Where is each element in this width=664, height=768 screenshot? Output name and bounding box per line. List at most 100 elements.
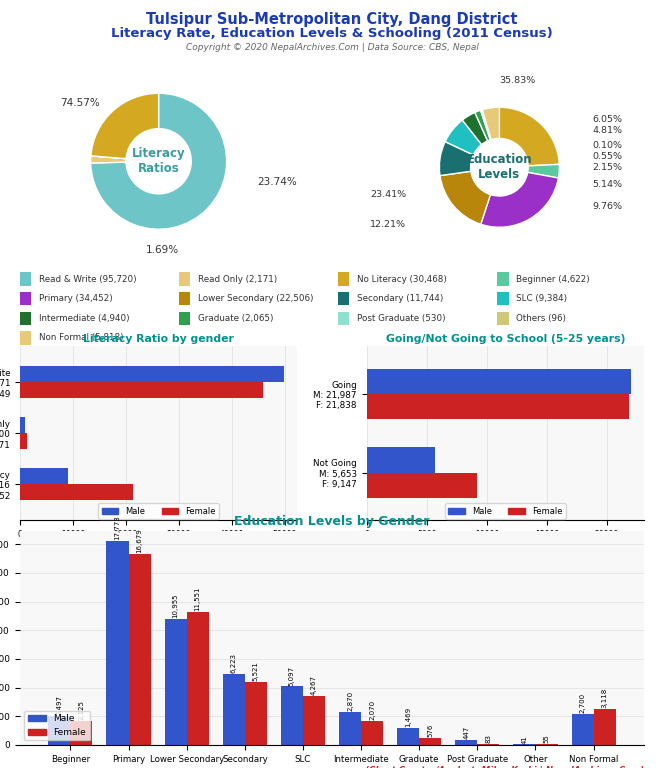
Text: 16,679: 16,679 bbox=[137, 528, 143, 553]
Text: No Literacy (30,468): No Literacy (30,468) bbox=[357, 275, 447, 283]
Wedge shape bbox=[445, 120, 481, 155]
Bar bbox=[594, 709, 616, 745]
Text: Secondary (11,744): Secondary (11,744) bbox=[357, 294, 444, 303]
Text: Literacy
Ratios: Literacy Ratios bbox=[132, 147, 185, 175]
Bar bbox=[106, 541, 129, 745]
Bar bbox=[367, 447, 435, 472]
Text: 23.74%: 23.74% bbox=[257, 177, 297, 187]
Bar bbox=[179, 312, 191, 325]
Text: 11,551: 11,551 bbox=[195, 587, 201, 611]
Bar bbox=[20, 468, 68, 484]
Text: 74.57%: 74.57% bbox=[60, 98, 100, 108]
Bar bbox=[48, 717, 70, 745]
Bar bbox=[129, 554, 151, 745]
Bar bbox=[20, 312, 31, 325]
Bar bbox=[179, 273, 191, 286]
Text: Primary (34,452): Primary (34,452) bbox=[39, 294, 112, 303]
Text: Intermediate (4,940): Intermediate (4,940) bbox=[39, 314, 129, 323]
Bar bbox=[497, 273, 509, 286]
Legend: Male, Female: Male, Female bbox=[98, 504, 219, 519]
Text: Read & Write (95,720): Read & Write (95,720) bbox=[39, 275, 136, 283]
Text: 2,070: 2,070 bbox=[369, 700, 375, 720]
Bar bbox=[222, 674, 245, 745]
Text: 2,125: 2,125 bbox=[78, 700, 84, 720]
Text: (Chart Creator/Analyst: Milan Karki | NepalArchives.Com): (Chart Creator/Analyst: Milan Karki | Ne… bbox=[365, 766, 644, 768]
Text: 0.55%: 0.55% bbox=[592, 152, 622, 161]
Text: Graduate (2,065): Graduate (2,065) bbox=[198, 314, 274, 323]
Bar bbox=[20, 292, 31, 306]
Text: 2,870: 2,870 bbox=[347, 691, 353, 711]
Text: 6.05%: 6.05% bbox=[592, 114, 622, 124]
Bar bbox=[339, 712, 361, 745]
Bar bbox=[338, 312, 349, 325]
Wedge shape bbox=[91, 93, 226, 229]
Bar bbox=[165, 619, 187, 745]
Bar bbox=[338, 273, 349, 286]
Bar bbox=[367, 369, 631, 394]
Bar bbox=[20, 417, 25, 433]
Text: 23.41%: 23.41% bbox=[371, 190, 406, 199]
Text: 4,267: 4,267 bbox=[311, 675, 317, 695]
Text: 12.21%: 12.21% bbox=[371, 220, 406, 229]
Text: 1.69%: 1.69% bbox=[145, 244, 179, 255]
Wedge shape bbox=[462, 112, 487, 144]
Text: 447: 447 bbox=[463, 726, 469, 739]
Text: Education
Levels: Education Levels bbox=[467, 154, 532, 181]
Bar bbox=[20, 366, 284, 382]
Bar bbox=[497, 292, 509, 306]
Bar bbox=[70, 720, 92, 745]
Bar bbox=[477, 744, 499, 745]
Text: 2,700: 2,700 bbox=[580, 693, 586, 713]
Text: Others (96): Others (96) bbox=[516, 314, 566, 323]
Text: Beginner (4,622): Beginner (4,622) bbox=[516, 275, 590, 283]
Wedge shape bbox=[91, 156, 126, 159]
Wedge shape bbox=[440, 141, 473, 176]
Bar bbox=[572, 714, 594, 745]
Text: 35.83%: 35.83% bbox=[499, 76, 535, 84]
Bar bbox=[367, 472, 477, 498]
Bar bbox=[187, 612, 208, 745]
Wedge shape bbox=[481, 110, 491, 140]
Legend: Male, Female: Male, Female bbox=[25, 710, 90, 740]
Bar bbox=[281, 687, 303, 745]
Text: 0.10%: 0.10% bbox=[592, 141, 622, 150]
Bar bbox=[20, 382, 263, 399]
Text: Non Formal (5,818): Non Formal (5,818) bbox=[39, 333, 124, 343]
Text: 17,773: 17,773 bbox=[114, 515, 120, 540]
Wedge shape bbox=[481, 172, 558, 227]
Bar bbox=[361, 721, 383, 745]
Text: SLC (9,384): SLC (9,384) bbox=[516, 294, 567, 303]
Bar bbox=[338, 292, 349, 306]
Bar bbox=[20, 273, 31, 286]
Title: Literacy Ratio by gender: Literacy Ratio by gender bbox=[83, 334, 234, 344]
Bar bbox=[367, 394, 629, 419]
Text: Lower Secondary (22,506): Lower Secondary (22,506) bbox=[198, 294, 313, 303]
Text: Tulsipur Sub-Metropolitan City, Dang District: Tulsipur Sub-Metropolitan City, Dang Dis… bbox=[146, 12, 518, 27]
Bar bbox=[20, 331, 31, 345]
Text: 2.15%: 2.15% bbox=[592, 163, 622, 172]
Text: Read Only (2,171): Read Only (2,171) bbox=[198, 275, 277, 283]
Bar bbox=[245, 682, 267, 745]
Text: 55: 55 bbox=[544, 735, 550, 743]
Text: 6,223: 6,223 bbox=[231, 653, 237, 673]
Wedge shape bbox=[482, 110, 491, 140]
Text: Copyright © 2020 NepalArchives.Com | Data Source: CBS, Nepal: Copyright © 2020 NepalArchives.Com | Dat… bbox=[185, 44, 479, 52]
Bar bbox=[303, 696, 325, 745]
Text: 3,118: 3,118 bbox=[602, 688, 608, 708]
Text: 5,521: 5,521 bbox=[253, 660, 259, 680]
Text: 10,955: 10,955 bbox=[173, 594, 179, 618]
Bar bbox=[20, 484, 133, 501]
Text: 4.81%: 4.81% bbox=[592, 125, 622, 134]
Title: Going/Not Going to School (5-25 years): Going/Not Going to School (5-25 years) bbox=[386, 334, 625, 344]
Wedge shape bbox=[91, 156, 126, 163]
Wedge shape bbox=[475, 111, 490, 141]
Text: 5,097: 5,097 bbox=[289, 665, 295, 686]
Text: 2,497: 2,497 bbox=[56, 695, 62, 715]
Bar bbox=[179, 292, 191, 306]
Text: 576: 576 bbox=[427, 724, 433, 737]
Text: 83: 83 bbox=[485, 734, 491, 743]
Bar bbox=[497, 312, 509, 325]
Title: Education Levels by Gender: Education Levels by Gender bbox=[234, 515, 430, 528]
Wedge shape bbox=[528, 164, 559, 178]
Wedge shape bbox=[440, 171, 491, 224]
